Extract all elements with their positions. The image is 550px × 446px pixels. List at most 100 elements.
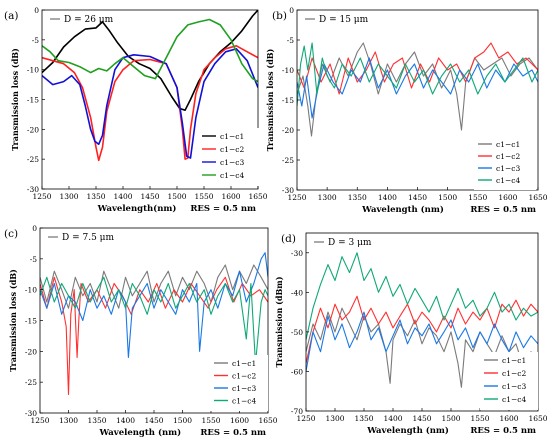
y-tick-label: 0 <box>32 224 37 233</box>
series-line-0 <box>297 42 538 137</box>
panel-label: (b) <box>272 10 287 22</box>
series-line-2 <box>297 57 538 119</box>
x-tick-label: 1600 <box>221 192 240 201</box>
x-tick-label: 1450 <box>144 416 163 425</box>
y-axis-label: Transmission loss (dB) <box>10 48 20 151</box>
x-tick-label: 1550 <box>470 414 489 423</box>
legend-entry-3: c1−c4 <box>220 171 244 180</box>
x-tick-label: 1350 <box>348 193 367 202</box>
x-axis-label: Wavelength (nm) <box>361 204 444 215</box>
x-tick-label: 1250 <box>32 192 51 201</box>
y-tick-label: -5 <box>30 255 38 264</box>
x-tick-label: 1550 <box>468 193 487 202</box>
x-axis-label: Wavelength (nm) <box>366 425 449 436</box>
x-axis-label: Wavelength(nm) <box>97 203 177 214</box>
y-tick-label: -30 <box>282 186 294 195</box>
legend-box <box>210 355 268 411</box>
series-line-1 <box>306 295 538 364</box>
x-tick-label: 1500 <box>438 193 457 202</box>
y-tick-label: -40 <box>291 288 303 297</box>
legend-entry-0: c1−c1 <box>502 356 526 365</box>
x-tick-label: 1400 <box>113 192 132 201</box>
y-tick-label: -10 <box>282 66 294 75</box>
series-line-2 <box>40 252 268 359</box>
legend-box <box>480 352 538 410</box>
legend-entry-1: c1−c2 <box>220 145 244 154</box>
panel-3: 1250 1300 1350 1400 1450 1500 1550 1600 1650 -70 -… <box>274 232 548 436</box>
x-tick-label: 1300 <box>59 192 78 201</box>
series-line-2 <box>42 47 258 159</box>
x-tick-label: 1500 <box>173 416 192 425</box>
x-tick-label: 1650 <box>248 192 267 201</box>
x-tick-label: 1250 <box>30 416 49 425</box>
legend-entry-0: c1−c1 <box>220 132 244 141</box>
x-tick-label: 1400 <box>383 414 402 423</box>
legend-entry-2: c1−c3 <box>232 384 256 393</box>
y-axis-label: Transmission loss (dB) <box>8 269 18 372</box>
x-tick-label: 1400 <box>116 416 135 425</box>
panel-label: (d) <box>281 233 296 245</box>
x-tick-label: 1300 <box>59 416 78 425</box>
x-tick-label: 1250 <box>296 414 315 423</box>
y-tick-label: -25 <box>282 156 294 165</box>
x-tick-label: 1450 <box>408 193 427 202</box>
panel-label: (c) <box>4 228 18 240</box>
series-line-1 <box>42 44 258 162</box>
x-tick-label: 1550 <box>201 416 220 425</box>
y-tick-label: -60 <box>291 367 303 376</box>
panel-label: (a) <box>4 10 18 22</box>
legend-title: D = 7.5 μm <box>62 233 115 243</box>
y-tick-label: -10 <box>27 66 39 75</box>
y-tick-label: -30 <box>25 409 37 418</box>
legend-entry-1: c1−c2 <box>232 372 256 381</box>
y-tick-label: -70 <box>291 407 303 416</box>
x-tick-label: 1400 <box>378 193 397 202</box>
legend-entry-3: c1−c4 <box>496 176 520 185</box>
series-line-0 <box>40 264 268 309</box>
x-tick-label: 1350 <box>86 192 105 201</box>
legend-title: D = 3 μm <box>328 238 372 248</box>
resolution-label: RES = 0.5 nm <box>190 204 256 214</box>
y-tick-label: 0 <box>289 6 294 15</box>
legend-entry-1: c1−c2 <box>496 152 520 161</box>
y-tick-label: 0 <box>34 6 39 15</box>
x-tick-label: 1500 <box>167 192 186 201</box>
legend-title: D = 15 μm <box>319 15 369 25</box>
series-line-3 <box>297 42 538 107</box>
x-tick-label: 1500 <box>441 414 460 423</box>
series-line-1 <box>40 276 268 396</box>
panel-2: 1250 1300 1350 1400 1450 1500 1550 1600 1650 -30 -… <box>4 224 278 438</box>
y-tick-label: -10 <box>25 286 37 295</box>
x-tick-label: 1250 <box>287 193 306 202</box>
y-tick-label: -15 <box>27 96 39 105</box>
y-axis-label: Transmission loss (dB) <box>265 48 275 151</box>
x-tick-label: 1350 <box>87 416 106 425</box>
x-tick-label: 1600 <box>230 416 249 425</box>
legend: c1−c1 c1−c2 c1−c3 c1−c4 <box>198 128 260 186</box>
legend-entry-3: c1−c4 <box>232 397 256 406</box>
x-axis-label: Wavelength (nm) <box>98 427 181 438</box>
series-line-1 <box>297 42 538 95</box>
resolution-label: RES = 0.5 nm <box>470 426 536 436</box>
legend: c1−c1 c1−c2 c1−c3 c1−c4 <box>210 355 268 411</box>
x-tick-label: 1450 <box>140 192 159 201</box>
legend-box <box>198 128 260 186</box>
x-tick-label: 1650 <box>258 416 277 425</box>
legend-entry-2: c1−c3 <box>502 382 526 391</box>
x-tick-label: 1600 <box>499 414 518 423</box>
x-tick-label: 1650 <box>528 414 547 423</box>
x-tick-label: 1300 <box>318 193 337 202</box>
resolution-label: RES = 0.5 nm <box>200 428 266 438</box>
y-tick-label: -30 <box>27 185 39 194</box>
y-tick-label: -15 <box>282 96 294 105</box>
y-tick-label: -15 <box>25 317 37 326</box>
series-line-0 <box>42 10 258 111</box>
legend-entry-0: c1−c1 <box>496 140 520 149</box>
legend-entry-1: c1−c2 <box>502 369 526 378</box>
x-tick-label: 1450 <box>412 414 431 423</box>
legend-entry-2: c1−c3 <box>496 164 520 173</box>
legend-entry-2: c1−c3 <box>220 158 244 167</box>
panel-0: 1250 1300 1350 1400 1450 1500 1550 1600 1650 -30 -… <box>4 6 268 214</box>
y-tick-label: -30 <box>291 249 303 258</box>
y-tick-label: -25 <box>27 155 39 164</box>
